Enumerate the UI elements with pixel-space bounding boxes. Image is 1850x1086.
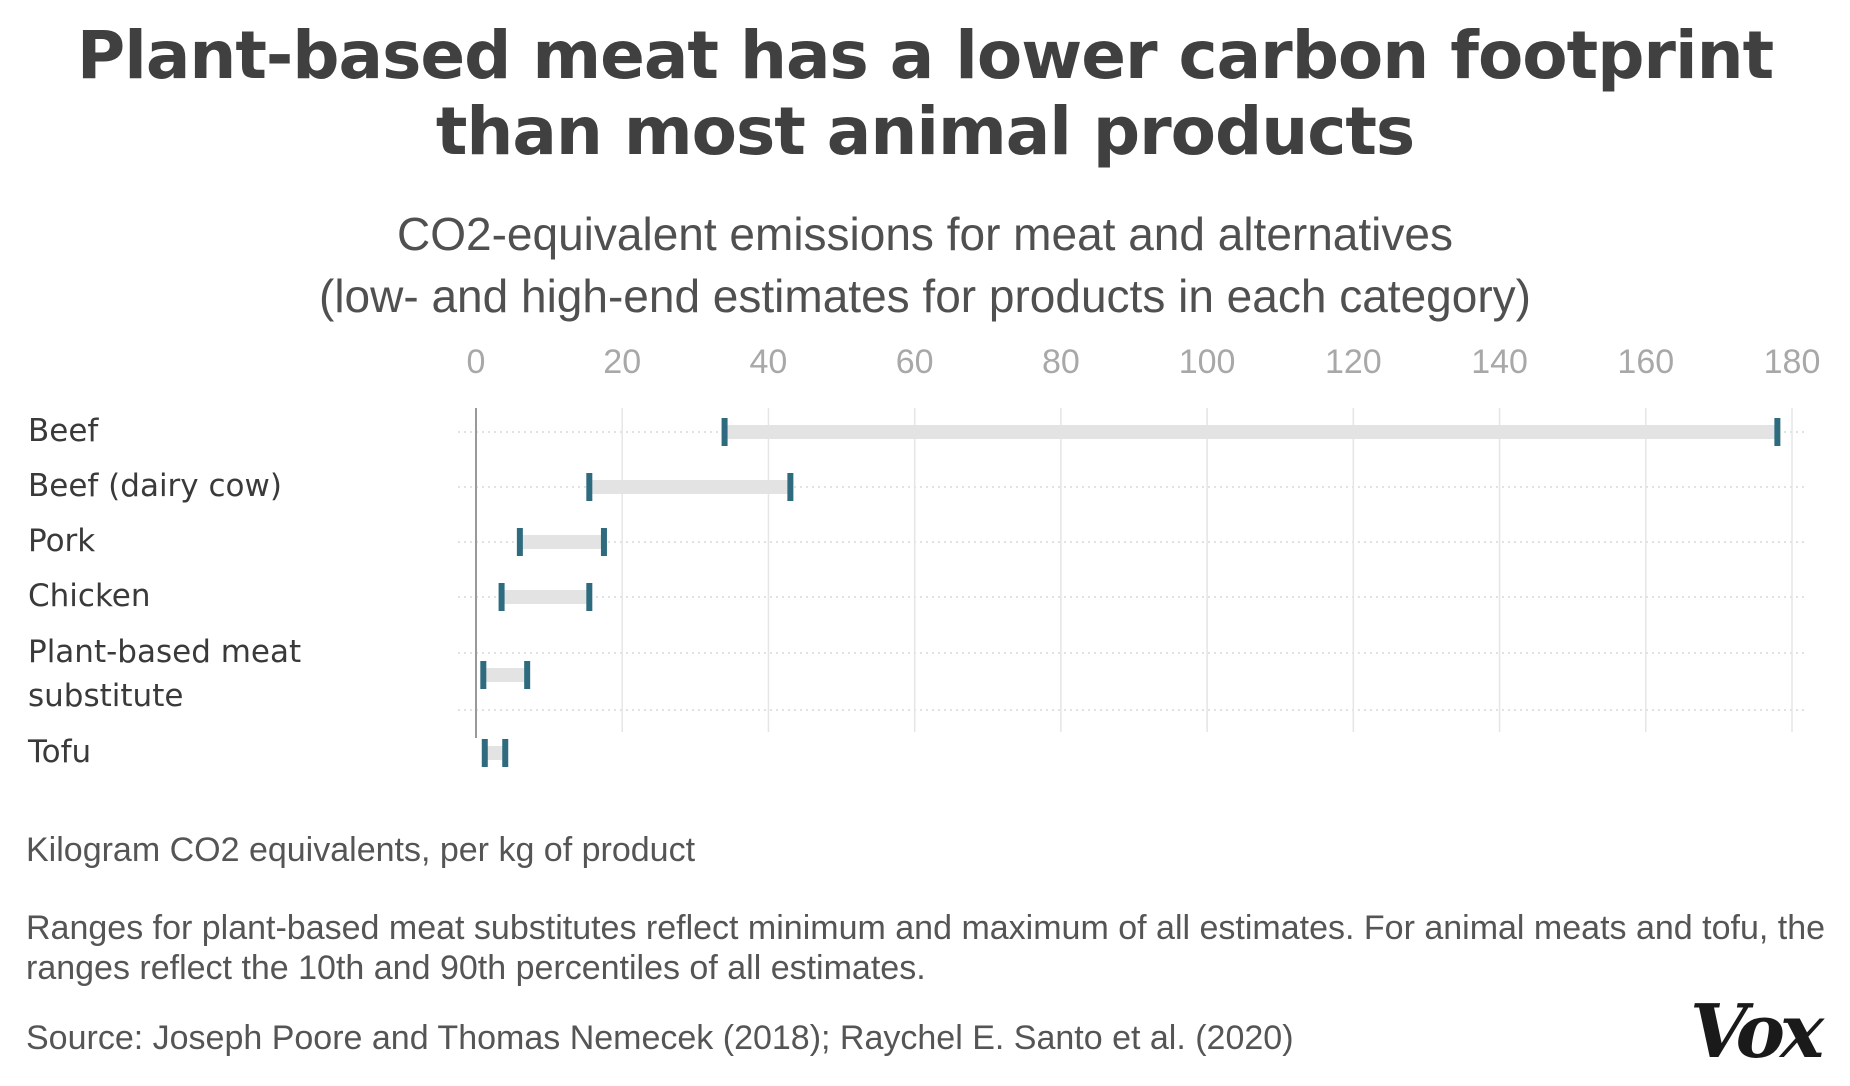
high-estimate-marker (1774, 418, 1781, 446)
category-label-line: Tofu (27, 734, 91, 770)
x-axis-ticks: 0 20 40 60 80 100 120 140 160 180 (467, 343, 1821, 381)
category-label: Beef (dairy cow) (28, 468, 282, 504)
range-bar (589, 480, 791, 494)
range-chart: 0 20 40 60 80 100 120 140 160 180 Beef Beef (dairy… (27, 343, 1821, 770)
low-estimate-marker (721, 418, 728, 446)
chart-title: Plant-based meat has a lower carbon foot… (76, 17, 1774, 170)
category-label-line: Plant-based meat (28, 634, 301, 670)
high-estimate-marker (787, 473, 794, 501)
high-estimate-marker (502, 739, 509, 767)
category-label-line: Chicken (28, 578, 151, 614)
category-label-line: Beef (dairy cow) (28, 468, 282, 504)
x-tick-label: 80 (1042, 343, 1080, 381)
category-label-line: substitute (28, 678, 183, 714)
low-estimate-marker (498, 583, 505, 611)
x-tick-label: 40 (750, 343, 788, 381)
range-bar (501, 590, 590, 604)
category-label-line: Beef (28, 413, 99, 449)
x-tick-label: 0 (467, 343, 486, 381)
high-estimate-marker (586, 583, 593, 611)
vox-logo: Vox (1690, 989, 1824, 1075)
low-estimate-marker (481, 739, 488, 767)
low-estimate-marker (480, 661, 487, 689)
range-bars (480, 418, 1781, 767)
x-tick-label: 20 (603, 343, 641, 381)
range-bar (519, 535, 604, 549)
x-tick-label: 60 (896, 343, 934, 381)
category-label-line: Pork (28, 523, 95, 559)
methodology-note: Ranges for plant-based meat substitutes … (26, 909, 1826, 987)
x-tick-label: 100 (1179, 343, 1236, 381)
chart-subtitle: CO2-equivalent emissions for meat and al… (0, 203, 1850, 327)
category-label: Tofu (27, 734, 91, 770)
low-estimate-marker (516, 528, 523, 556)
subtitle-line-1: CO2-equivalent emissions for meat and al… (397, 208, 1453, 260)
x-unit-note: Kilogram CO2 equivalents, per kg of prod… (26, 831, 696, 869)
category-label: Beef (28, 413, 99, 449)
high-estimate-marker (524, 661, 531, 689)
x-tick-label: 160 (1617, 343, 1674, 381)
category-label: Pork (28, 523, 95, 559)
source-note: Source: Joseph Poore and Thomas Nemecek … (26, 1019, 1294, 1057)
high-estimate-marker (600, 528, 607, 556)
x-tick-label: 180 (1764, 343, 1821, 381)
x-tick-label: 140 (1471, 343, 1528, 381)
low-estimate-marker (586, 473, 593, 501)
chart-gridlines (458, 408, 1805, 738)
subtitle-line-2: (low- and high-end estimates for product… (319, 270, 1531, 322)
range-bar (724, 425, 1778, 439)
category-labels: Beef Beef (dairy cow) Pork Chicken Plant-bas… (27, 413, 301, 770)
range-bar (483, 668, 528, 682)
range-bar (484, 746, 506, 760)
x-tick-label: 120 (1325, 343, 1382, 381)
category-label: Plant-based meat substitute (28, 634, 301, 714)
category-label: Chicken (28, 578, 151, 614)
